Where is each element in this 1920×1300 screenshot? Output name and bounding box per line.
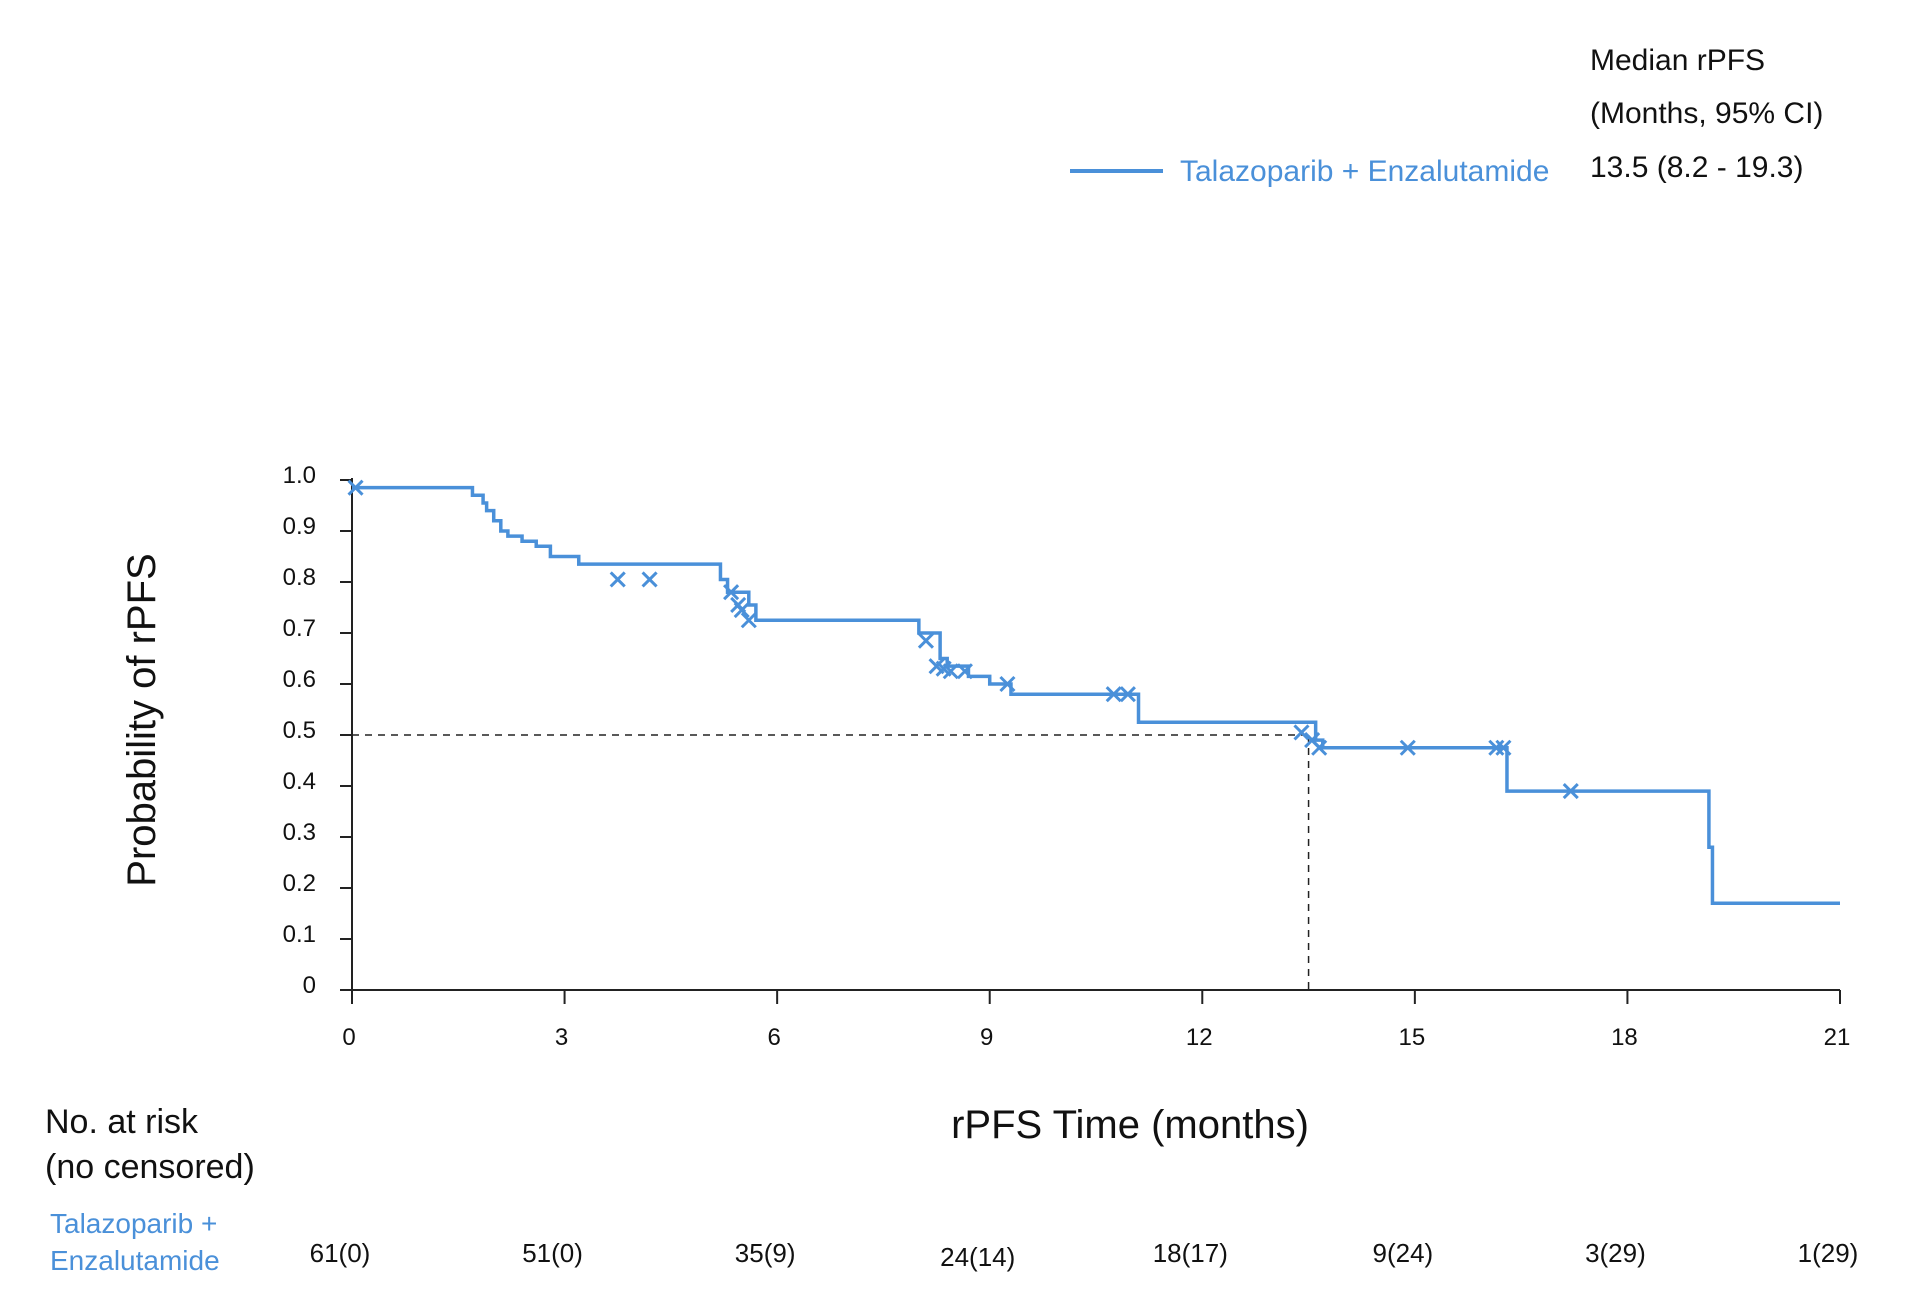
x-tick-label: 21 bbox=[1824, 1024, 1851, 1051]
censor-stroke bbox=[723, 584, 740, 601]
median-value: 13.5 (8.2 - 19.3) bbox=[1590, 151, 1803, 184]
censor-stroke bbox=[609, 571, 626, 588]
censor-mark bbox=[347, 479, 364, 496]
censor-stroke bbox=[956, 663, 973, 680]
censor-stroke bbox=[935, 660, 952, 677]
risk-table: No. at risk (no censored) Talazoparib + … bbox=[45, 1103, 1858, 1276]
censor-mark bbox=[1311, 739, 1328, 756]
risk-value: 18(17) bbox=[1153, 1238, 1228, 1268]
y-tick-label: 0.4 bbox=[283, 768, 316, 795]
risk-title-line1: No. at risk bbox=[45, 1103, 199, 1141]
y-tick-label: 0.2 bbox=[283, 870, 316, 897]
median-header-line1: Median rPFS bbox=[1590, 44, 1765, 77]
censor-marks bbox=[347, 479, 1579, 800]
censor-stroke bbox=[1119, 686, 1136, 703]
censor-mark bbox=[1399, 739, 1416, 756]
censor-stroke bbox=[917, 632, 935, 649]
y-tick-label: 0 bbox=[303, 972, 316, 999]
x-tick-label: 0 bbox=[342, 1024, 355, 1051]
y-tick-label: 0.5 bbox=[283, 717, 316, 744]
risk-group-label-line1: Talazoparib + bbox=[50, 1208, 217, 1239]
legend-label: Talazoparib + Enzalutamide bbox=[1180, 155, 1549, 188]
censor-mark bbox=[1495, 739, 1512, 756]
y-tick-label: 0.9 bbox=[283, 513, 316, 540]
censor-mark bbox=[723, 584, 740, 601]
censor-stroke bbox=[740, 612, 757, 629]
censor-mark bbox=[956, 663, 973, 680]
x-tick-label: 15 bbox=[1399, 1024, 1426, 1051]
risk-values: 61(0) 51(0) 35(9) 24(14) 18(17) 9(24) 3(29) 1(2… bbox=[310, 1238, 1859, 1272]
y-tick-label: 0.8 bbox=[283, 564, 316, 591]
series-line bbox=[352, 485, 1840, 906]
censor-mark bbox=[609, 571, 626, 588]
censor-stroke bbox=[1304, 732, 1321, 749]
censor-mark bbox=[1105, 686, 1122, 703]
x-tick-label: 9 bbox=[980, 1024, 993, 1051]
censor-stroke bbox=[942, 663, 959, 680]
x-tick-label: 12 bbox=[1186, 1024, 1213, 1051]
censor-mark bbox=[1562, 783, 1579, 800]
censor-mark bbox=[740, 612, 757, 629]
censor-stroke bbox=[1562, 783, 1579, 800]
axes: 0 0.1 0.2 0.3 0.4 0.5 0.6 0.7 0.8 0.9 1.0 0 3 6 9 12 15 1… bbox=[283, 462, 1851, 1051]
censor-mark bbox=[942, 663, 959, 680]
legend: Talazoparib + Enzalutamide bbox=[1070, 155, 1549, 188]
risk-title-line2: (no censored) bbox=[45, 1148, 255, 1186]
x-tick-label: 18 bbox=[1611, 1024, 1638, 1051]
y-axis-title: Probability of rPFS bbox=[120, 553, 164, 886]
y-tick-label: 0.7 bbox=[283, 615, 316, 642]
risk-value: 24(14) bbox=[940, 1242, 1015, 1272]
survival-curve bbox=[352, 485, 1840, 906]
censor-mark bbox=[1488, 739, 1505, 756]
x-tick-label: 6 bbox=[767, 1024, 780, 1051]
risk-value: 1(29) bbox=[1798, 1238, 1859, 1268]
censor-stroke bbox=[1293, 724, 1310, 741]
median-header-line2: (Months, 95% CI) bbox=[1590, 97, 1823, 130]
x-axis-title: rPFS Time (months) bbox=[951, 1103, 1309, 1147]
censor-mark bbox=[641, 571, 658, 588]
censor-mark bbox=[733, 601, 750, 619]
censor-stroke bbox=[1495, 739, 1512, 756]
risk-value: 9(24) bbox=[1373, 1238, 1434, 1268]
median-reference-lines bbox=[352, 734, 1310, 990]
risk-value: 61(0) bbox=[310, 1238, 371, 1268]
censor-stroke bbox=[928, 658, 945, 675]
censor-stroke bbox=[1488, 739, 1505, 756]
median-summary: Median rPFS (Months, 95% CI) 13.5 (8.2 -… bbox=[1590, 44, 1823, 184]
censor-mark bbox=[1119, 686, 1136, 703]
censor-mark bbox=[1293, 724, 1310, 741]
censor-mark bbox=[999, 675, 1016, 693]
x-tick-label: 3 bbox=[555, 1024, 568, 1051]
censor-stroke bbox=[641, 571, 658, 588]
censor-stroke bbox=[347, 479, 364, 496]
y-tick-label: 0.6 bbox=[283, 666, 316, 693]
risk-group-label-line2: Enzalutamide bbox=[50, 1245, 220, 1276]
y-tick-label: 0.1 bbox=[283, 921, 316, 948]
censor-stroke bbox=[1399, 739, 1416, 756]
risk-value: 35(9) bbox=[735, 1238, 796, 1268]
censor-stroke bbox=[733, 601, 750, 619]
y-tick-label: 0.3 bbox=[283, 819, 316, 846]
censor-mark bbox=[917, 632, 935, 649]
censor-stroke bbox=[1311, 739, 1328, 756]
censor-stroke bbox=[999, 675, 1016, 693]
risk-value: 3(29) bbox=[1585, 1238, 1646, 1268]
risk-value: 51(0) bbox=[522, 1238, 583, 1268]
y-tick-label: 1.0 bbox=[283, 462, 316, 489]
censor-stroke bbox=[1105, 686, 1122, 703]
